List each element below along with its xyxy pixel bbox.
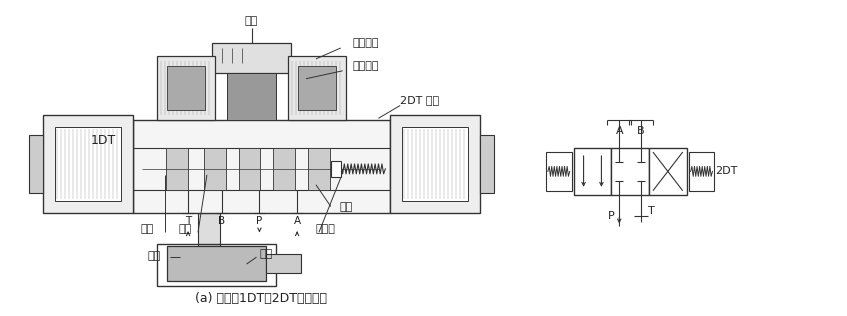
Bar (55, 127, 120, 201)
Bar (29, 135, 43, 193)
Bar (402, 127, 468, 201)
Bar (546, 152, 572, 191)
Text: 活塞: 活塞 (147, 251, 161, 261)
Bar (166, 148, 188, 190)
Bar (612, 148, 649, 195)
Bar (308, 148, 329, 190)
Bar (167, 66, 205, 110)
Text: A: A (294, 216, 301, 227)
Bar (158, 244, 276, 286)
Text: 1DT: 1DT (91, 134, 115, 147)
Text: 推杆: 推杆 (141, 224, 154, 234)
Bar (288, 56, 346, 120)
Bar (158, 56, 215, 120)
Text: 铁芯组件: 铁芯组件 (352, 61, 379, 71)
Text: (a) 电磁铁1DT与2DT均未通电: (a) 电磁铁1DT与2DT均未通电 (196, 292, 328, 305)
Bar (212, 43, 291, 73)
Bar (239, 148, 260, 190)
Text: 弹簧座: 弹簧座 (316, 224, 335, 234)
Text: P: P (608, 211, 615, 222)
Bar (331, 161, 340, 177)
Text: 2DT 锁母: 2DT 锁母 (401, 95, 440, 106)
Bar (227, 73, 276, 120)
Text: 弹簧: 弹簧 (339, 202, 352, 212)
Bar (573, 148, 612, 195)
Bar (198, 213, 220, 246)
Bar (274, 148, 295, 190)
Text: T: T (185, 216, 191, 227)
Text: B: B (219, 216, 225, 227)
Bar (479, 135, 495, 193)
Bar (689, 152, 714, 191)
Bar (267, 254, 301, 273)
Text: 插座: 插座 (245, 16, 258, 26)
Bar (204, 148, 226, 190)
Text: 阀芯: 阀芯 (179, 224, 191, 234)
Text: 油缸: 油缸 (260, 249, 273, 259)
Bar (390, 115, 479, 213)
Bar (649, 148, 687, 195)
Text: P: P (257, 216, 263, 227)
Bar (43, 115, 133, 213)
Bar (133, 120, 390, 213)
Text: T: T (648, 205, 655, 216)
Text: B: B (637, 126, 645, 136)
Bar (167, 246, 267, 281)
Text: 线圈组件: 线圈组件 (352, 38, 379, 48)
Text: 2DT: 2DT (715, 167, 738, 176)
Bar (298, 66, 335, 110)
Text: A: A (616, 126, 623, 136)
